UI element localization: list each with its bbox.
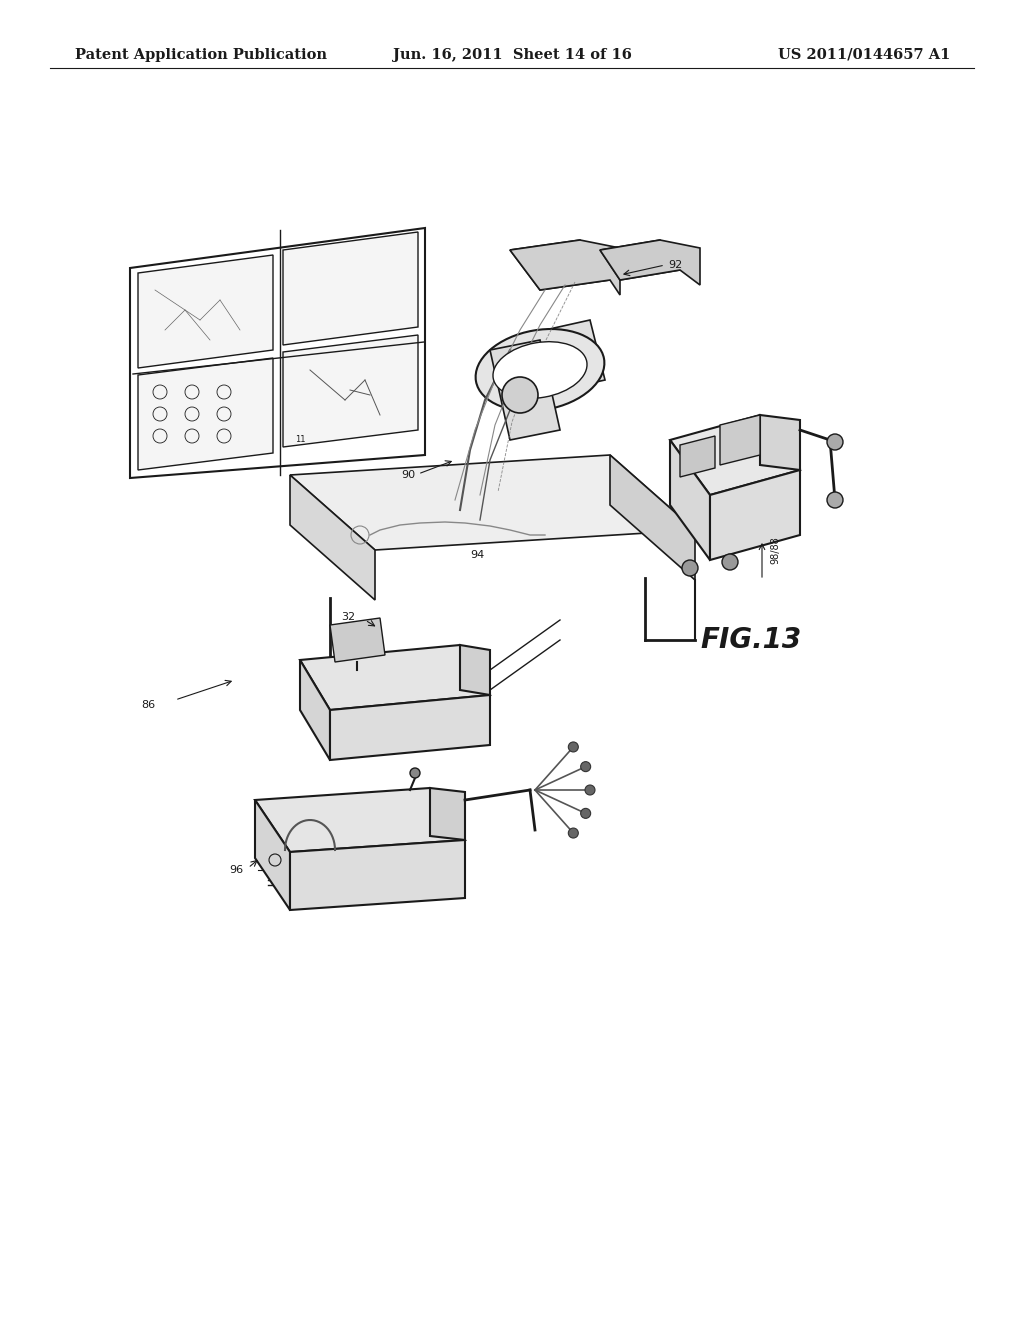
- Polygon shape: [710, 470, 800, 560]
- Ellipse shape: [493, 342, 587, 399]
- Text: 92: 92: [668, 260, 682, 271]
- Polygon shape: [510, 240, 620, 294]
- Polygon shape: [670, 414, 800, 495]
- Polygon shape: [138, 358, 273, 470]
- Polygon shape: [510, 240, 610, 290]
- Polygon shape: [720, 414, 760, 465]
- Circle shape: [568, 828, 579, 838]
- Text: US 2011/0144657 A1: US 2011/0144657 A1: [777, 48, 950, 62]
- Polygon shape: [330, 696, 490, 760]
- Polygon shape: [460, 645, 490, 696]
- Circle shape: [585, 785, 595, 795]
- Text: 98/88: 98/88: [770, 536, 780, 564]
- Text: 32: 32: [341, 612, 355, 622]
- Circle shape: [502, 378, 538, 413]
- Polygon shape: [330, 618, 385, 663]
- Ellipse shape: [475, 329, 604, 411]
- Text: 86: 86: [141, 700, 155, 710]
- Text: Patent Application Publication: Patent Application Publication: [75, 48, 327, 62]
- Polygon shape: [680, 436, 715, 477]
- Polygon shape: [600, 240, 680, 280]
- Polygon shape: [138, 255, 273, 368]
- Polygon shape: [290, 840, 465, 909]
- Text: 96: 96: [229, 865, 243, 875]
- Polygon shape: [760, 414, 800, 470]
- Polygon shape: [610, 455, 695, 579]
- Text: 90: 90: [400, 470, 415, 480]
- Polygon shape: [300, 660, 330, 760]
- Circle shape: [581, 808, 591, 818]
- Circle shape: [682, 560, 698, 576]
- Circle shape: [410, 768, 420, 777]
- Circle shape: [722, 554, 738, 570]
- Circle shape: [581, 762, 591, 772]
- Circle shape: [827, 434, 843, 450]
- Polygon shape: [300, 645, 490, 710]
- Polygon shape: [430, 788, 465, 840]
- Text: 94: 94: [470, 550, 484, 560]
- Polygon shape: [290, 455, 695, 550]
- Polygon shape: [600, 240, 700, 285]
- Text: 11: 11: [295, 436, 305, 444]
- Polygon shape: [255, 788, 465, 851]
- Circle shape: [568, 742, 579, 752]
- Text: Jun. 16, 2011  Sheet 14 of 16: Jun. 16, 2011 Sheet 14 of 16: [392, 48, 632, 62]
- Polygon shape: [255, 800, 290, 909]
- Polygon shape: [290, 475, 375, 601]
- Polygon shape: [283, 232, 418, 345]
- Polygon shape: [545, 319, 605, 389]
- Polygon shape: [490, 341, 560, 440]
- Polygon shape: [670, 440, 710, 560]
- Circle shape: [827, 492, 843, 508]
- Polygon shape: [283, 335, 418, 447]
- Text: FIG.13: FIG.13: [700, 626, 801, 653]
